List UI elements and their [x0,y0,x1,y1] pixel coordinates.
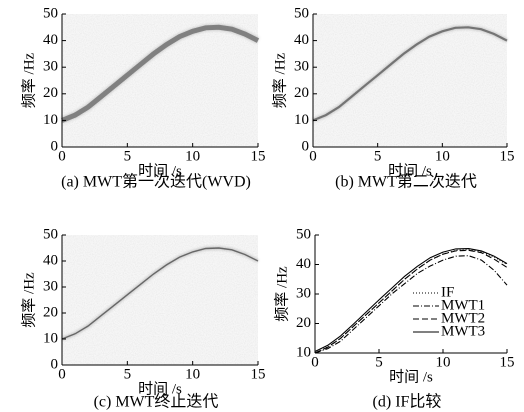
y-tick-label: 30 [294,59,309,75]
caption: (c) MWT终止迭代 [94,393,219,411]
y-tick-label: 10 [294,112,309,128]
y-tick-label: 30 [296,285,311,301]
y-axis-label: 频率 /Hz [20,52,37,108]
x-tick-label: 10 [185,148,200,164]
y-tick-label: 10 [43,330,58,346]
y-axis-label: 频率 /Hz [20,272,37,328]
y-tick-label: 30 [43,59,58,75]
x-tick-label: 5 [374,148,382,164]
x-tick-label: 10 [436,354,451,370]
series-line [314,255,508,354]
x-tick-label: 15 [500,354,515,370]
y-tick-label: 50 [296,226,311,242]
x-axis-label: 时间 /s [138,380,182,397]
y-tick-label: 0 [51,138,59,154]
x-tick-label: 5 [124,148,132,164]
x-tick-label: 15 [251,366,266,382]
spectrogram-noise [62,14,258,147]
spectrogram-noise [313,14,507,147]
legend-label: MWT2 [441,310,485,326]
caption: (d) IF比较 [373,393,442,411]
x-tick-label: 0 [309,148,317,164]
y-tick-label: 50 [43,5,58,21]
x-tick-label: 5 [124,366,132,382]
y-tick-label: 40 [294,32,309,48]
y-tick-label: 40 [43,252,58,268]
y-tick-label: 50 [43,226,58,242]
y-tick-label: 40 [43,32,58,48]
y-tick-label: 20 [296,315,311,331]
legend-label: MWT3 [441,323,485,339]
ridge [61,247,259,340]
x-tick-label: 0 [311,354,319,370]
caption: (a) MWT第一次迭代(WVD) [61,173,251,191]
x-tick-label: 15 [500,148,515,164]
x-tick-label: 5 [375,354,383,370]
legend-label: MWT1 [441,297,485,313]
y-axis-label: 频率 /Hz [273,266,290,322]
ridge [312,26,508,122]
x-tick-label: 10 [435,148,450,164]
y-tick-label: 40 [296,256,311,272]
y-tick-label: 0 [302,138,310,154]
x-tick-label: 15 [251,148,266,164]
y-tick-label: 50 [294,5,309,21]
x-tick-label: 0 [58,366,66,382]
spectrogram-noise [62,235,258,365]
y-tick-label: 30 [43,278,58,294]
y-tick-label: 20 [294,85,309,101]
series-line [314,249,508,354]
y-tick-label: 10 [43,112,58,128]
ridge [61,24,260,123]
x-axis-label: 时间 /s [389,368,433,385]
x-axis-label: 时间 /s [388,162,432,179]
y-tick-label: 0 [51,356,59,372]
y-tick-label: 10 [296,344,311,360]
y-tick-label: 20 [43,304,58,320]
x-axis-label: 时间 /s [138,162,182,179]
series-line [314,249,508,354]
caption: (b) MWT第二次迭代 [335,173,477,191]
x-tick-label: 10 [185,366,200,382]
y-axis-label: 频率 /Hz [271,52,288,108]
x-tick-label: 0 [58,148,66,164]
series-line [314,248,508,352]
y-tick-label: 20 [43,85,58,101]
legend-label: IF [441,284,454,300]
